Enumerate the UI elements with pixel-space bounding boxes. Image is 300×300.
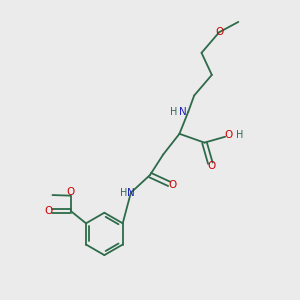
Text: O: O [215,27,223,37]
Text: O: O [225,130,233,140]
Text: O: O [168,180,176,190]
Text: H: H [236,130,244,140]
Text: N: N [178,107,186,117]
Text: O: O [208,161,216,171]
Text: H: H [120,188,128,198]
Text: N: N [127,188,135,198]
Text: O: O [44,206,52,216]
Text: H: H [170,107,178,117]
Text: O: O [67,187,75,197]
